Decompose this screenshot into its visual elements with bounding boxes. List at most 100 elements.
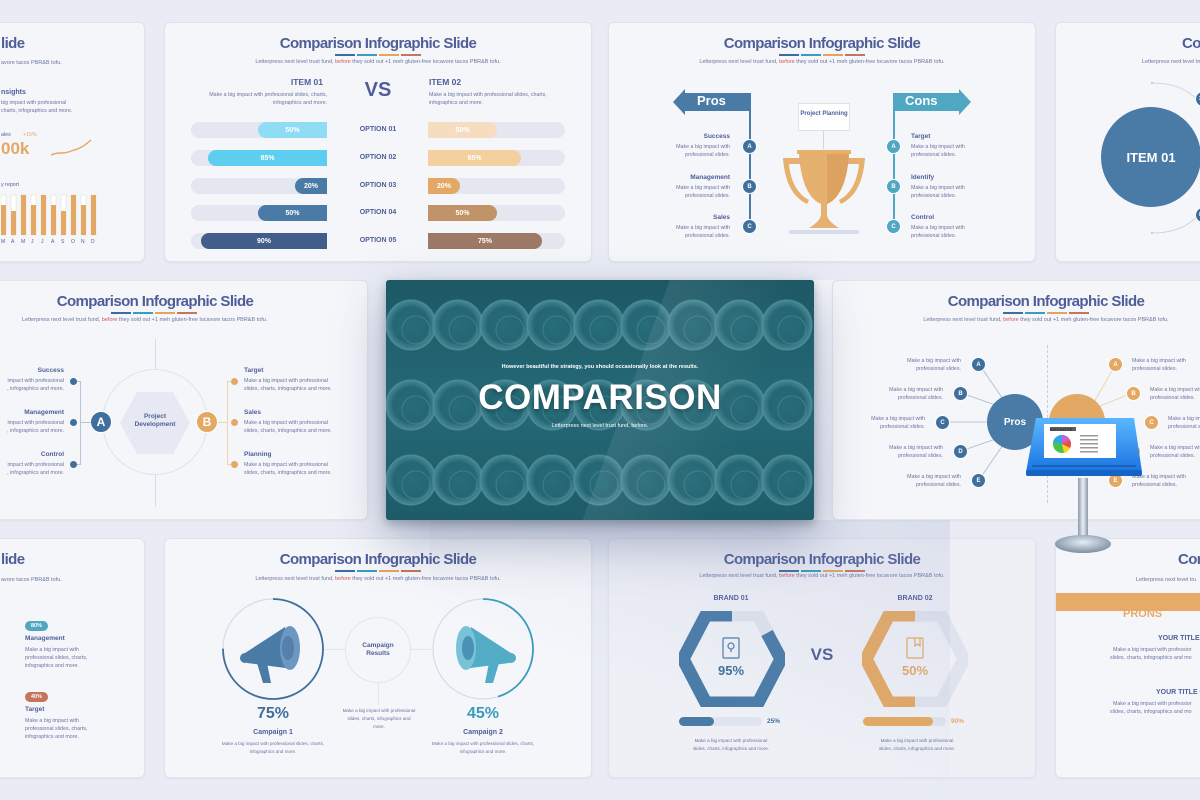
month-label: N bbox=[81, 239, 85, 245]
percent-tag: 40% bbox=[25, 692, 48, 702]
option-label: OPTION 04 bbox=[359, 209, 397, 216]
left-bullet bbox=[70, 461, 77, 468]
pipes-background-pattern bbox=[386, 280, 814, 520]
cons-item-text: Make a big impact with professional slid… bbox=[911, 144, 965, 158]
badge-b: B bbox=[196, 411, 218, 433]
item-01-circle: ITEM 01 bbox=[1101, 107, 1200, 207]
slide-brands-thumbnail[interactable]: Comparison Infographic Slide Letterpress… bbox=[608, 538, 1036, 778]
month-label: A bbox=[51, 239, 55, 245]
slide-title: Comparison Infographic Slide bbox=[723, 551, 921, 568]
prons-item-title: YOUR TITLE 0 bbox=[1158, 635, 1200, 642]
connector-line bbox=[823, 131, 824, 149]
item-02-bar: 20% bbox=[428, 178, 460, 194]
megaphone-icon bbox=[456, 626, 516, 683]
trophy-icon bbox=[783, 150, 865, 234]
slide-campaign-thumbnail[interactable]: Comparison Infographic Slide Letterpress… bbox=[164, 538, 592, 778]
item-02-text: Make a big impact with professional slid… bbox=[429, 92, 547, 106]
left-item-text: impact with professional, infographics a… bbox=[7, 420, 64, 434]
insights-text-line-1: big impact with professional bbox=[1, 100, 67, 106]
month-label: S bbox=[61, 239, 65, 245]
connector-left bbox=[325, 649, 345, 650]
badge-a: A bbox=[742, 139, 757, 154]
left-bracket bbox=[73, 381, 81, 465]
left-connector bbox=[81, 422, 91, 423]
badge-b: B bbox=[1126, 386, 1141, 401]
right-item-title: Planning bbox=[244, 451, 272, 458]
slide-title: Cor bbox=[1178, 551, 1200, 568]
campaign-2-percent: 45% bbox=[466, 705, 500, 722]
title-underline bbox=[779, 570, 865, 572]
badge-b: B bbox=[953, 386, 968, 401]
campaign-2-title: Campaign 2 bbox=[463, 729, 503, 736]
month-axis: M A M J J A S O N D bbox=[1, 239, 101, 245]
slide-title: Comparison Infographic Slide bbox=[279, 35, 477, 52]
month-label: D bbox=[91, 239, 95, 245]
report-label: y report bbox=[1, 182, 19, 188]
title-underline bbox=[335, 570, 421, 572]
slide-insights-thumbnail[interactable]: lide avore tacos PBR&B tofu. nsights big… bbox=[0, 22, 145, 262]
cons-item-title: Identify bbox=[911, 174, 935, 181]
slide-title: Comparison Infographic Slide bbox=[723, 35, 921, 52]
hero-title-slide[interactable]: However beautiful the strategy, you shou… bbox=[386, 280, 814, 520]
brand-02-text: Make a big impact with professional slid… bbox=[878, 738, 956, 751]
bookmark-book-icon bbox=[906, 637, 924, 659]
month-label: M bbox=[1, 239, 6, 245]
slide-subtitle: avore tacos PBR&B tofu. bbox=[1, 577, 62, 583]
brand-01-bar-track bbox=[679, 717, 762, 726]
slide-trophy-thumbnail[interactable]: Comparison Infographic Slide Letterpress… bbox=[608, 22, 1036, 262]
badge-b: B bbox=[886, 179, 901, 194]
sales-label: ales bbox=[1, 132, 11, 138]
campaign-1-percent: 75% bbox=[256, 705, 290, 722]
connector-down bbox=[378, 683, 379, 705]
slide-bars-thumbnail[interactable]: Comparison Infographic Slide Letterpress… bbox=[164, 22, 592, 262]
left-item-text: impact with professional, infographics a… bbox=[7, 378, 64, 392]
item-01-bar: 85% bbox=[208, 150, 327, 166]
option-label: OPTION 03 bbox=[359, 182, 397, 189]
title-underline bbox=[779, 54, 865, 56]
slide-title: Cor bbox=[1182, 35, 1200, 52]
badge-c: C bbox=[742, 219, 757, 234]
brand-01-hex-gauge bbox=[679, 611, 785, 707]
slide-item-circle-thumbnail[interactable]: Cor Letterpress next level tru ITEM 01 3… bbox=[1055, 22, 1200, 262]
sales-change: +15% bbox=[23, 132, 37, 138]
badge-a: A bbox=[1108, 357, 1123, 372]
slide-percent-tags-thumbnail[interactable]: lide avore tacos PBR&B tofu. 80% Managem… bbox=[0, 538, 145, 778]
sales-trend-line bbox=[50, 139, 92, 156]
item-01-bar: 20% bbox=[295, 178, 327, 194]
brand-02-bar-value: 90% bbox=[951, 718, 965, 725]
cons-item-text: Make a big impact with professional slid… bbox=[911, 185, 965, 199]
slide-prons-thumbnail[interactable]: Cor Letterpress next level tru PRONS YOU… bbox=[1055, 538, 1200, 778]
item-01-bar: 90% bbox=[201, 233, 327, 249]
slide-spokes-thumbnail[interactable]: Comparison Infographic Slide Letterpress… bbox=[832, 280, 1200, 520]
item-02-title: ITEM 02 bbox=[429, 77, 462, 87]
slide-ab-thumbnail[interactable]: Comparison Infographic Slide Letterpress… bbox=[0, 280, 368, 520]
hexagon-shape bbox=[120, 392, 190, 454]
item-01-text: Make a big impact with professional slid… bbox=[209, 92, 327, 106]
prons-item-text: Make a big impact with professior slides,… bbox=[1110, 647, 1192, 661]
keynote-label: KEYNOTE bbox=[1050, 427, 1073, 432]
hero-kicker: However beautiful the strategy, you shou… bbox=[501, 364, 699, 370]
badge-b: B bbox=[742, 179, 757, 194]
prons-heading: PRONS bbox=[1123, 608, 1163, 620]
hero-title: COMPARISON bbox=[478, 378, 722, 417]
brand-01-title: BRAND 01 bbox=[713, 595, 749, 602]
item-02-bar: 50% bbox=[428, 122, 497, 138]
sales-value: 00k bbox=[1, 139, 30, 158]
prons-item-text: Make a big impact with professior slides,… bbox=[1110, 701, 1192, 715]
badge-c: C bbox=[935, 415, 950, 430]
hero-tagline: Letterpress next level trust fund, befor… bbox=[551, 423, 649, 429]
pros-item-title: Success bbox=[703, 133, 730, 140]
cons-arrow-icon bbox=[893, 89, 971, 115]
item-02-bar: 75% bbox=[428, 233, 542, 249]
pros-item-text: Make a big impact with professional slid… bbox=[676, 185, 730, 199]
slide-title: Comparison Infographic Slide bbox=[947, 293, 1145, 310]
badge-a: A bbox=[886, 139, 901, 154]
cons-item-title: Control bbox=[911, 214, 935, 221]
right-bullet bbox=[231, 419, 238, 426]
brand-02-hex-gauge bbox=[862, 611, 968, 707]
pros-timeline bbox=[749, 111, 751, 229]
campaign-2-text: Make a big impact with professional slid… bbox=[431, 741, 535, 754]
campaign-results-circle: Campaign Results bbox=[345, 617, 411, 683]
